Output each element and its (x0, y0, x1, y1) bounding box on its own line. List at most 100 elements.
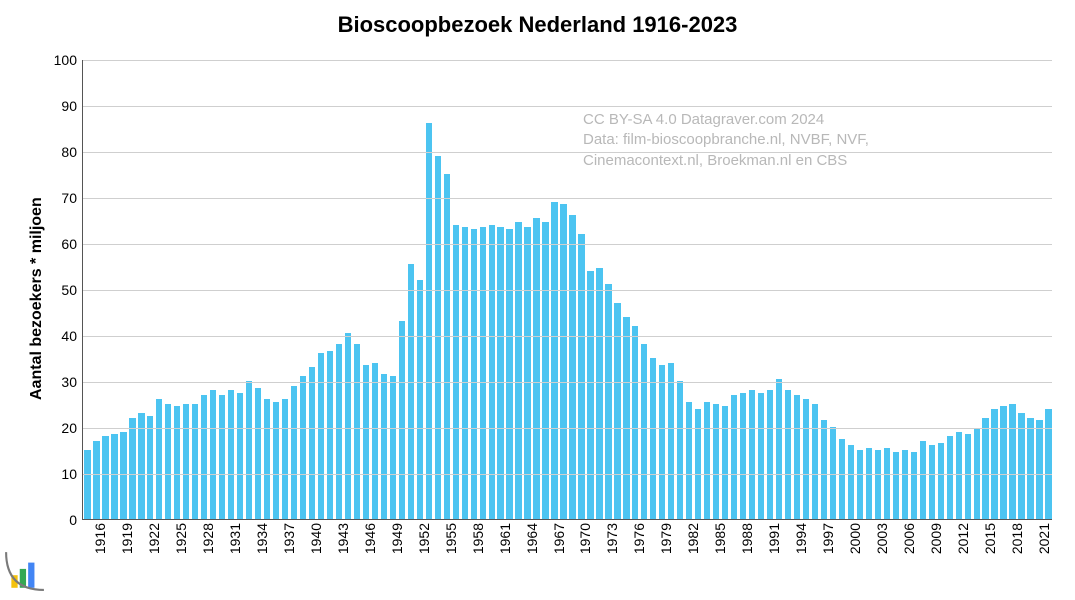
bar (318, 353, 324, 519)
bar (120, 432, 126, 519)
bar (1036, 420, 1042, 519)
bar (911, 452, 917, 519)
x-tick-label: 1931 (227, 523, 243, 554)
bar (659, 365, 665, 519)
bar (435, 156, 441, 519)
bar (183, 404, 189, 519)
x-tick-label: 1991 (766, 523, 782, 554)
bar (875, 450, 881, 519)
bar (884, 448, 890, 519)
bar (524, 227, 530, 519)
chart-title: Bioscoopbezoek Nederland 1916-2023 (0, 12, 1075, 38)
bar (902, 450, 908, 519)
x-tick-label: 1937 (281, 523, 297, 554)
bar (210, 390, 216, 519)
bar (399, 321, 405, 519)
x-tick-label: 1967 (551, 523, 567, 554)
x-tick-label: 1943 (335, 523, 351, 554)
bar (237, 393, 243, 520)
bar (632, 326, 638, 519)
x-tick-label: 1940 (308, 523, 324, 554)
bar (677, 381, 683, 519)
x-tick-label: 2018 (1009, 523, 1025, 554)
y-tick-label: 60 (61, 236, 77, 252)
gridline (83, 60, 1052, 61)
x-tick-label: 1919 (119, 523, 135, 554)
bar (192, 404, 198, 519)
y-tick-label: 0 (69, 512, 77, 528)
bar (165, 404, 171, 519)
x-tick-label: 2003 (874, 523, 890, 554)
bar (1000, 406, 1006, 519)
attribution-text: CC BY-SA 4.0 Datagraver.com 2024 Data: f… (583, 110, 869, 171)
bar (300, 376, 306, 519)
x-tick-label: 2015 (982, 523, 998, 554)
bar (893, 452, 899, 519)
bar (866, 448, 872, 519)
bar (785, 390, 791, 519)
bar (84, 450, 90, 519)
bar (794, 395, 800, 519)
bar (731, 395, 737, 519)
bar (695, 409, 701, 519)
x-tick-label: 2009 (928, 523, 944, 554)
bar (722, 406, 728, 519)
bar (1018, 413, 1024, 519)
y-tick-label: 40 (61, 328, 77, 344)
bar (605, 284, 611, 519)
bar (578, 234, 584, 519)
x-tick-label: 1958 (470, 523, 486, 554)
bar (471, 229, 477, 519)
bar (587, 271, 593, 519)
bar (417, 280, 423, 519)
bar (740, 393, 746, 520)
bar (345, 333, 351, 519)
bar (1027, 418, 1033, 519)
bar (426, 123, 432, 519)
y-tick-label: 100 (54, 52, 77, 68)
bar (327, 351, 333, 519)
y-tick-label: 50 (61, 282, 77, 298)
x-tick-label: 1973 (604, 523, 620, 554)
bar (1045, 409, 1051, 519)
y-tick-label: 20 (61, 420, 77, 436)
x-tick-label: 1916 (92, 523, 108, 554)
x-tick-label: 2012 (955, 523, 971, 554)
bar (749, 390, 755, 519)
bar (938, 443, 944, 519)
x-tick-label: 1946 (362, 523, 378, 554)
gridline (83, 474, 1052, 475)
bar (686, 402, 692, 519)
bar (803, 399, 809, 519)
bar (668, 363, 674, 519)
x-tick-label: 1952 (416, 523, 432, 554)
y-tick-label: 90 (61, 98, 77, 114)
bar (336, 344, 342, 519)
bar (282, 399, 288, 519)
bar (506, 229, 512, 519)
y-tick-label: 70 (61, 190, 77, 206)
bar (560, 204, 566, 519)
bar (354, 344, 360, 519)
plot-area: CC BY-SA 4.0 Datagraver.com 2024 Data: f… (82, 60, 1052, 520)
y-tick-label: 80 (61, 144, 77, 160)
x-tick-label: 1928 (200, 523, 216, 554)
gridline (83, 198, 1052, 199)
gridline (83, 290, 1052, 291)
bar (830, 427, 836, 519)
x-tick-label: 1961 (497, 523, 513, 554)
x-tick-label: 1985 (712, 523, 728, 554)
bar (147, 416, 153, 520)
gridline (83, 382, 1052, 383)
x-tick-label: 1988 (739, 523, 755, 554)
bar (462, 227, 468, 519)
x-tick-label: 1976 (631, 523, 647, 554)
x-tick-label: 1925 (173, 523, 189, 554)
gridline (83, 152, 1052, 153)
bar (174, 406, 180, 519)
bar (551, 202, 557, 519)
x-tick-label: 1922 (146, 523, 162, 554)
bar (480, 227, 486, 519)
datagraver-logo-icon (4, 550, 46, 592)
bar (138, 413, 144, 519)
